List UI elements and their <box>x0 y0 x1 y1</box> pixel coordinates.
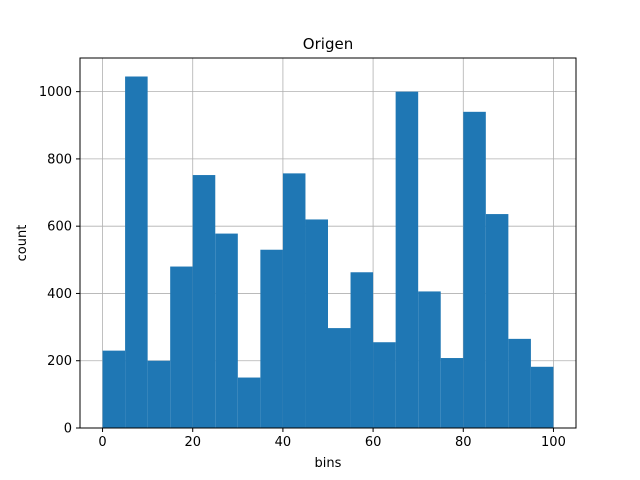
y-tick-label: 400 <box>47 287 72 302</box>
histogram-bar <box>237 377 261 428</box>
x-tick-label: 0 <box>98 435 106 450</box>
histogram-bar <box>282 173 306 428</box>
histogram-bar <box>192 175 216 428</box>
histogram-bar <box>508 338 531 428</box>
y-axis-label: count <box>15 225 30 262</box>
x-tick-label: 40 <box>275 435 292 450</box>
chart-title: Origen <box>303 35 353 53</box>
histogram-bar <box>147 360 171 428</box>
histogram-bar <box>102 350 126 428</box>
histogram-bar <box>440 358 464 428</box>
histogram-bar <box>530 366 554 428</box>
x-axis-label: bins <box>315 456 342 471</box>
plot-frame <box>79 57 577 429</box>
histogram-bar <box>170 266 193 428</box>
x-tick-label: 60 <box>365 435 382 450</box>
y-axis-ticks: 0 200 400 600 800 1000 <box>39 85 80 437</box>
histogram-bar <box>328 328 351 428</box>
x-tick-label: 20 <box>184 435 201 450</box>
histogram-bar <box>485 214 509 428</box>
histogram-bar <box>125 76 148 428</box>
histogram-bar <box>373 342 396 428</box>
histogram-bar <box>215 233 238 428</box>
histogram-bars <box>102 76 554 429</box>
x-tick-label: 80 <box>455 435 472 450</box>
y-tick-label: 1000 <box>39 85 72 100</box>
x-tick-label: 100 <box>541 435 566 450</box>
histogram-bar <box>418 291 441 428</box>
y-tick-label: 0 <box>64 422 72 437</box>
histogram-bar <box>260 249 283 428</box>
x-axis-ticks: 0 20 40 60 80 100 <box>98 428 566 450</box>
y-tick-label: 200 <box>47 354 72 369</box>
y-tick-label: 600 <box>47 220 72 235</box>
histogram-bar <box>463 111 486 429</box>
histogram-bar <box>305 219 328 428</box>
y-tick-label: 800 <box>47 152 72 167</box>
histogram-bar <box>350 272 374 428</box>
histogram-bar <box>395 91 419 429</box>
